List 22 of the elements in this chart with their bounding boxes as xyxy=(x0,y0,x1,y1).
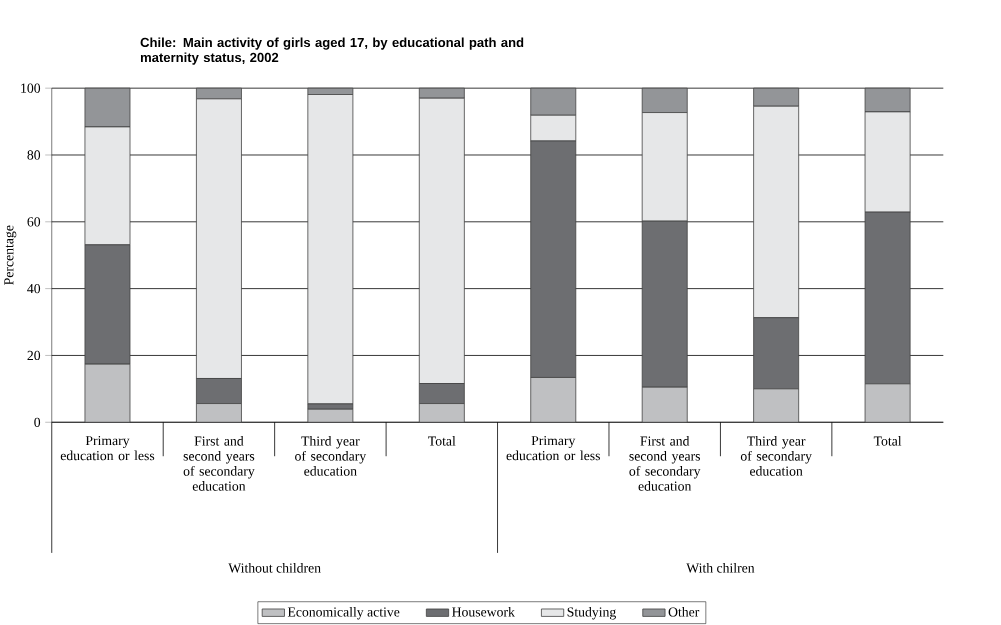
x-tick-label: Third year of secondary education xyxy=(295,436,367,476)
y-tick-label: 40 xyxy=(27,283,41,294)
legend-label: Other xyxy=(668,606,700,617)
y-tick-label: 20 xyxy=(27,350,41,361)
x-tick-label: First and second years of secondary education xyxy=(629,436,701,491)
x-tick-label: Total xyxy=(873,436,902,446)
y-tick-label: 80 xyxy=(27,150,41,160)
text: Without children xyxy=(228,562,321,573)
text: With chilren xyxy=(686,562,755,573)
x-tick-label: Primary education or less xyxy=(506,435,600,461)
x-tick-label: First and second years of secondary education xyxy=(183,436,255,491)
chart-title: Chile: Main activity of girls aged 17, by educational path and maternity status, 2002 xyxy=(140,37,524,65)
y-tick-label: 0 xyxy=(34,417,41,427)
x-tick-label: Total xyxy=(428,436,456,446)
y-axis-title: Percentage xyxy=(4,225,17,285)
y-tick-label: 60 xyxy=(27,217,41,227)
y-tick-label: 100 xyxy=(21,83,41,93)
legend-label: Economically active xyxy=(287,606,400,620)
x-tick-label: Third year of secondary education xyxy=(740,436,812,476)
x-tick-label: Primary education or less xyxy=(60,435,155,461)
legend-label: Studying xyxy=(567,606,616,620)
legend-label: Housework xyxy=(452,606,515,617)
